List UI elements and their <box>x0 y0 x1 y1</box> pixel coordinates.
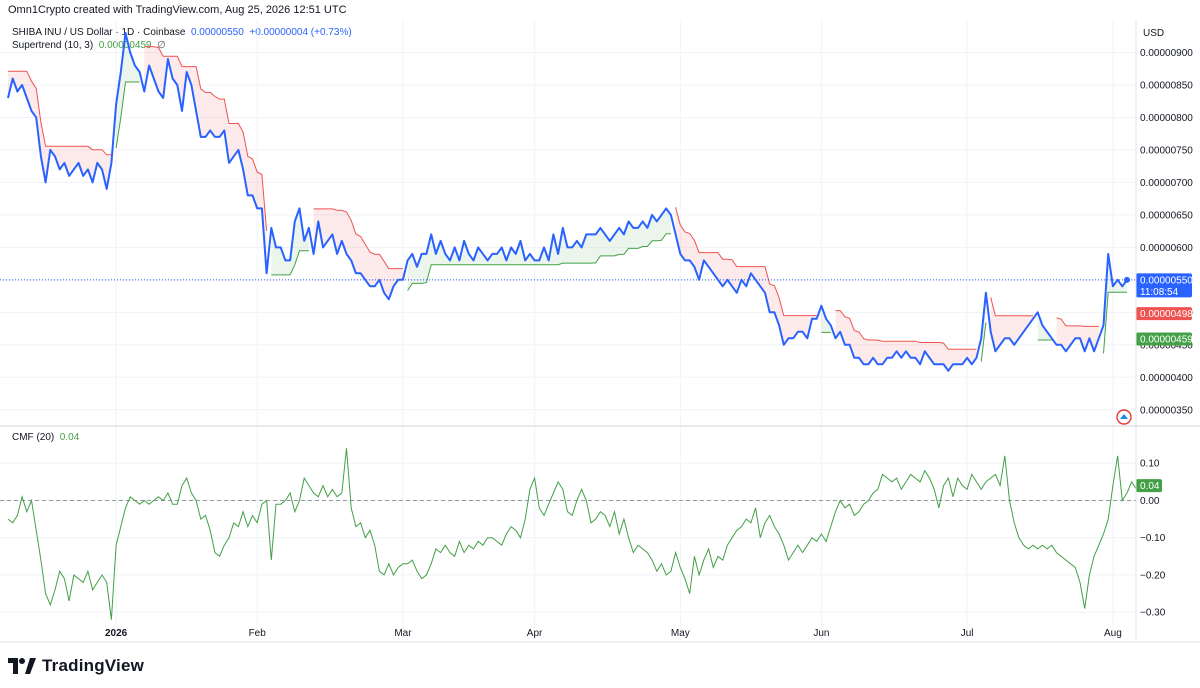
supertrend-down-fill <box>835 310 977 371</box>
price-tags: 0.0000055011:08:540.000004980.000004590.… <box>1136 273 1193 493</box>
supertrend-down-fill <box>144 46 267 274</box>
tradingview-icon <box>8 658 36 674</box>
supertrend-up-line <box>407 233 671 291</box>
y-tick-label: 0.00000400 <box>1140 373 1193 384</box>
x-tick-label: Jul <box>961 628 974 639</box>
supertrend-value: 0.00000459 <box>99 40 152 51</box>
last-price-dot <box>1124 276 1130 283</box>
price-change: +0.00000004 (+0.73%) <box>249 27 352 38</box>
x-tick-label: Jun <box>813 628 829 639</box>
y-tick-label: 0.00000750 <box>1140 145 1193 156</box>
cmf-tick-label: −0.20 <box>1140 570 1166 581</box>
supertrend-down-fill <box>8 71 112 189</box>
supertrend-down-line <box>144 46 268 231</box>
supertrend-legend: Supertrend (10, 3) 0.00000459 ∅ <box>12 39 166 52</box>
y-tick-label: 0.00000650 <box>1140 210 1193 221</box>
hidden-icon[interactable]: ∅ <box>157 40 166 51</box>
x-tick-label: Apr <box>527 628 543 639</box>
cmf-tick-label: −0.10 <box>1140 533 1166 544</box>
supertrend-label[interactable]: Supertrend (10, 3) <box>12 40 94 51</box>
x-tick-label: Aug <box>1104 628 1122 639</box>
price-tag-value: 0.00000459 <box>1140 334 1193 345</box>
y-tick-label: 0.00000900 <box>1140 48 1193 59</box>
price-tag <box>1136 273 1192 298</box>
last-price: 0.00000550 <box>190 27 244 38</box>
supertrend-down-fill <box>675 207 817 345</box>
cmf-label[interactable]: CMF (20) <box>12 432 55 443</box>
y-tick-label: 0.00000850 <box>1140 80 1193 91</box>
cmf-value: 0.04 <box>59 432 80 443</box>
cmf-tag-value: 0.04 <box>1140 481 1160 492</box>
cmf-tick-label: 0.00 <box>1140 496 1160 507</box>
supertrend-down-fill <box>990 297 1033 352</box>
x-tick-label: 2026 <box>105 628 128 639</box>
price-tag <box>1136 307 1192 321</box>
price-series <box>0 32 1136 372</box>
cmf-series <box>0 448 1137 620</box>
supertrend-down-line <box>1056 317 1099 327</box>
supertrend-up-line <box>1103 291 1127 354</box>
x-tick-label: Feb <box>249 628 267 639</box>
price-tag-value: 0.00000550 <box>1140 275 1193 286</box>
cmf-tag <box>1136 479 1162 493</box>
countdown-timer: 11:08:54 <box>1140 287 1179 298</box>
supertrend-up-line <box>980 322 987 362</box>
supertrend-down-line <box>313 208 403 270</box>
price-tag <box>1136 332 1192 346</box>
supertrend-up-fill <box>1103 253 1127 354</box>
price-tag-value: 0.00000498 <box>1140 309 1193 320</box>
axes: 0.000003500.000004000.000004500.00000500… <box>105 48 1193 639</box>
supertrend-up-fill <box>1037 312 1052 340</box>
supertrend-lines <box>8 46 1127 362</box>
supertrend-up-line <box>271 250 309 276</box>
cmf-tick-label: 0.10 <box>1140 459 1160 470</box>
x-tick-label: May <box>671 628 690 639</box>
symbol-title[interactable]: SHIBA INU / US Dollar · 1D · Coinbase <box>12 27 186 38</box>
y-tick-label: 0.00000600 <box>1140 243 1193 254</box>
supertrend-up-fill <box>407 208 671 291</box>
supertrend-up-fill <box>116 33 140 148</box>
y-tick-label: 0.00000700 <box>1140 178 1193 189</box>
supertrend-fill <box>8 33 1127 371</box>
supertrend-up-fill <box>271 208 309 275</box>
tradingview-logo[interactable]: TradingView <box>8 656 144 676</box>
currency-label[interactable]: USD <box>1143 28 1164 39</box>
supertrend-down-line <box>675 207 817 317</box>
brand-name: TradingView <box>42 656 145 675</box>
supertrend-up-line <box>115 81 140 149</box>
chart-attribution: Omn1Crypto created with TradingView.com,… <box>8 4 347 16</box>
y-tick-label: 0.00000350 <box>1140 405 1193 416</box>
price-line <box>7 32 1128 372</box>
y-tick-label: 0.00000800 <box>1140 113 1193 124</box>
symbol-legend: SHIBA INU / US Dollar · 1D · Coinbase 0.… <box>12 26 352 39</box>
cmf-tick-label: −0.30 <box>1140 608 1166 619</box>
cmf-line <box>7 448 1137 620</box>
supertrend-down-line <box>8 70 112 156</box>
y-tick-label: 0.00000450 <box>1140 340 1193 351</box>
gear-icon[interactable] <box>1116 409 1132 425</box>
x-tick-label: Mar <box>394 628 412 639</box>
supertrend-down-line <box>990 297 1033 317</box>
cmf-legend: CMF (20) 0.04 <box>12 432 79 443</box>
supertrend-down-fill <box>313 208 403 300</box>
grid-lines <box>0 20 1136 642</box>
supertrend-down-line <box>835 310 977 350</box>
